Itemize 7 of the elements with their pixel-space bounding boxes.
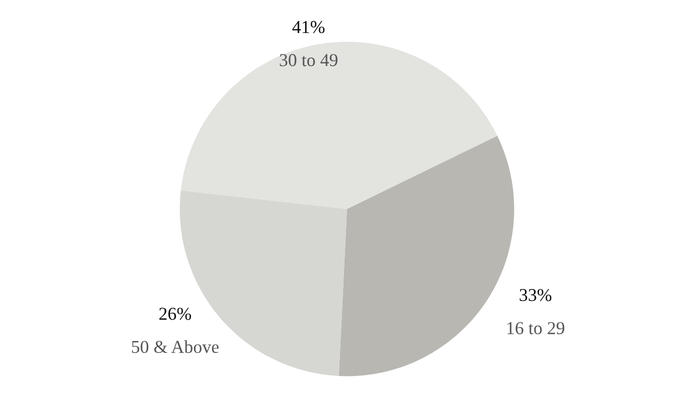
data-label: 41% <box>292 20 325 34</box>
slice-label: 30 to 49 <box>280 54 338 66</box>
pie-slice <box>180 42 498 209</box>
slice-label: 50 & Above <box>132 340 219 354</box>
data-label: 26% <box>159 308 192 320</box>
data-label: 33% <box>520 288 552 302</box>
slice-label: 16 to 29 <box>507 322 564 334</box>
